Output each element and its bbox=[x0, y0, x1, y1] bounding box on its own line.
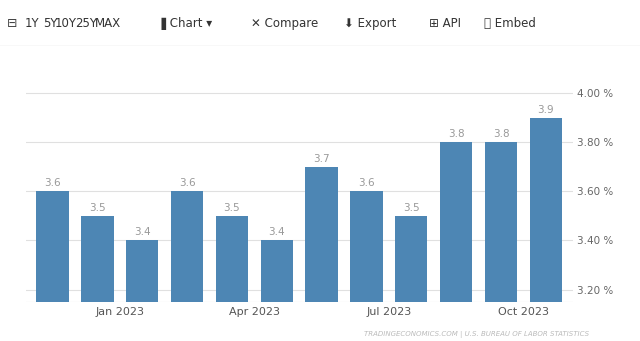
Text: 3.6: 3.6 bbox=[44, 178, 61, 188]
Text: 3.4: 3.4 bbox=[268, 227, 285, 237]
Bar bbox=[171, 191, 204, 341]
Text: 10Y: 10Y bbox=[55, 16, 77, 30]
Text: 3.5: 3.5 bbox=[403, 203, 420, 213]
Text: ⊞ API: ⊞ API bbox=[429, 16, 461, 30]
Bar bbox=[440, 142, 472, 341]
Text: TRADINGECONOMICS.COM | U.S. BUREAU OF LABOR STATISTICS: TRADINGECONOMICS.COM | U.S. BUREAU OF LA… bbox=[364, 330, 589, 338]
Bar bbox=[216, 216, 248, 341]
Text: 3.9: 3.9 bbox=[538, 105, 554, 115]
Text: 3.6: 3.6 bbox=[358, 178, 375, 188]
Text: 3.8: 3.8 bbox=[448, 129, 465, 139]
Bar bbox=[395, 216, 428, 341]
Text: ⊟: ⊟ bbox=[7, 16, 17, 30]
Text: ▐ Chart ▾: ▐ Chart ▾ bbox=[157, 16, 212, 30]
Text: 3.5: 3.5 bbox=[223, 203, 240, 213]
Bar bbox=[36, 191, 68, 341]
Text: 5Y: 5Y bbox=[43, 16, 57, 30]
Bar bbox=[350, 191, 383, 341]
Text: 3.4: 3.4 bbox=[134, 227, 150, 237]
Text: 25Y: 25Y bbox=[75, 16, 97, 30]
Text: 3.7: 3.7 bbox=[314, 154, 330, 164]
Bar bbox=[485, 142, 517, 341]
Text: 3.8: 3.8 bbox=[493, 129, 509, 139]
Bar bbox=[305, 167, 338, 341]
Text: 3.5: 3.5 bbox=[89, 203, 106, 213]
Text: 3.6: 3.6 bbox=[179, 178, 195, 188]
Text: MAX: MAX bbox=[95, 16, 121, 30]
Bar bbox=[126, 240, 158, 341]
Text: ⬜ Embed: ⬜ Embed bbox=[484, 16, 536, 30]
Bar bbox=[260, 240, 293, 341]
Text: ✕ Compare: ✕ Compare bbox=[252, 16, 319, 30]
Text: 1Y: 1Y bbox=[25, 16, 39, 30]
Text: ⬇ Export: ⬇ Export bbox=[344, 16, 396, 30]
Bar bbox=[530, 118, 562, 341]
Bar bbox=[81, 216, 113, 341]
